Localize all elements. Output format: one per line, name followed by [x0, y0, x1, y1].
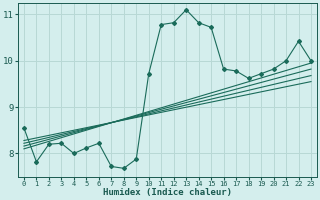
- X-axis label: Humidex (Indice chaleur): Humidex (Indice chaleur): [103, 188, 232, 197]
